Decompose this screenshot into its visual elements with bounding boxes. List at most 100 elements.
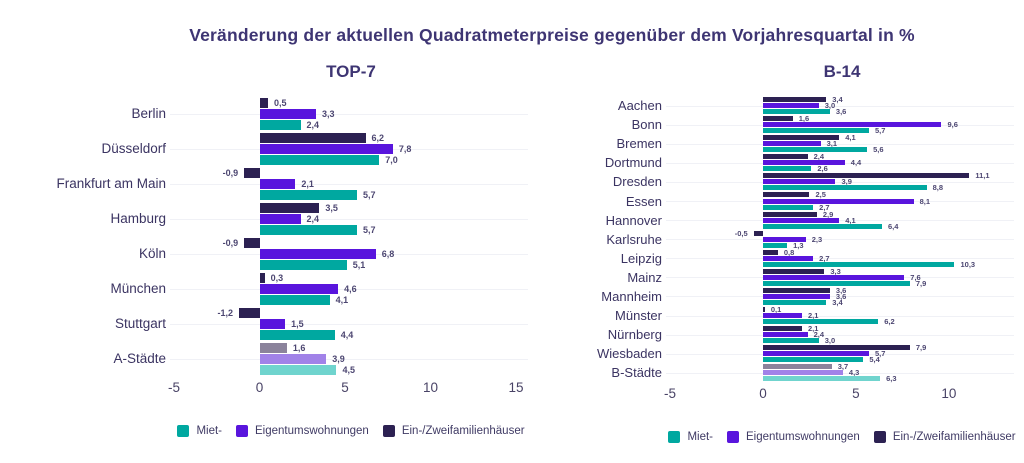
plot-area: 2,5 8,1 2,7 xyxy=(666,190,1014,211)
legend-label: Eigentumswohnungen xyxy=(746,431,860,444)
chart-row: Bonn 1,6 9,6 5,7 xyxy=(560,115,1014,134)
category-label: Berlin xyxy=(131,106,166,121)
legend-item-eigentumswohnungen: Eigentumswohnungen xyxy=(236,425,369,437)
category-label: Bonn xyxy=(631,117,662,133)
x-axis: -5 0 5 10 15 xyxy=(168,380,528,400)
value-label: 2,4 xyxy=(813,330,825,340)
legend-item-ein-zweifamilienhaeuser: Ein-/Zweifamilienhäuser xyxy=(873,431,1016,444)
plot-area: 0,3 4,6 4,1 xyxy=(170,271,528,306)
bar-ein-zweifamilienhaeuser xyxy=(762,97,827,102)
row-gridline xyxy=(666,239,1014,241)
value-label: 3,4 xyxy=(832,298,843,308)
chart-subtitle: TOP-7 xyxy=(326,62,376,81)
value-label: 0,1 xyxy=(770,305,782,315)
category-label: B-Städte xyxy=(611,365,662,381)
value-label: 7,9 xyxy=(915,343,927,353)
bar-miet xyxy=(762,147,868,153)
category-label: München xyxy=(110,281,166,296)
x-tick-label: 0 xyxy=(255,380,264,395)
x-tick-label: -5 xyxy=(167,380,181,395)
chart-subtitle: B-14 xyxy=(823,62,861,81)
value-label: 5,6 xyxy=(873,145,884,155)
row-gridline xyxy=(666,315,1014,317)
bar-miet xyxy=(762,319,879,325)
category-label: Mannheim xyxy=(601,288,662,304)
legend-swatch-miet xyxy=(668,431,681,444)
category-label: Münster xyxy=(615,308,662,324)
legend-label: Miet- xyxy=(196,425,223,437)
value-label: -0,9 xyxy=(222,237,239,248)
plot-area: 2,1 2,4 3,0 xyxy=(666,324,1014,344)
category-label: Hamburg xyxy=(110,211,166,226)
chart-row: Hamburg 3,5 2,4 5,7 xyxy=(36,201,528,236)
bar-eigentumswohnungen xyxy=(762,198,914,204)
bar-miet xyxy=(259,329,335,340)
x-tick-label: 0 xyxy=(759,386,767,402)
category-label: Hannover xyxy=(605,212,662,228)
bar-miet xyxy=(762,280,910,286)
bar-miet xyxy=(762,357,864,363)
bar-eigentumswohnungen xyxy=(762,255,814,261)
plot-area: 3,3 7,6 7,9 xyxy=(666,266,1014,287)
chart-top7: TOP-7 Berlin 0,5 3,3 2,4 Düsseldorf 6,2 7,8 7,0 F… xyxy=(36,58,528,437)
bar-ein-zweifamilienhaeuser xyxy=(762,268,825,274)
category-label: Frankfurt am Main xyxy=(56,176,166,191)
bar-eigentumswohnungen xyxy=(762,179,836,185)
x-tick-label: 5 xyxy=(341,380,349,395)
chart-row: A-Städte 1,6 3,9 4,5 xyxy=(36,341,528,376)
value-label: 10,3 xyxy=(960,259,976,269)
value-label: 3,3 xyxy=(321,108,335,119)
plot-area: 2,9 4,1 6,4 xyxy=(666,210,1014,230)
bar-eigentumswohnungen xyxy=(259,353,327,364)
row-gridline xyxy=(666,181,1014,183)
row-gridline xyxy=(170,183,528,185)
bar-eigentumswohnungen xyxy=(762,217,840,223)
value-label: 2,1 xyxy=(808,324,819,334)
value-label: 3,1 xyxy=(826,139,838,149)
bar-ein-zweifamilienhaeuser xyxy=(259,132,366,143)
value-label: 3,9 xyxy=(332,353,345,364)
value-label: 2,5 xyxy=(815,190,826,200)
legend-swatch-ein-zweifamilienhaeuser xyxy=(382,425,395,437)
bar-eigentumswohnungen xyxy=(259,248,376,259)
chart-row: Aachen 3,4 3,0 3,6 xyxy=(560,96,1014,115)
bar-eigentumswohnungen xyxy=(762,370,843,376)
chart-row: Köln -0,9 6,8 5,1 xyxy=(36,236,528,271)
chart-row: Leipzig 0,8 2,7 10,3 xyxy=(560,249,1014,268)
plot-area: -0,9 6,8 5,1 xyxy=(170,236,528,271)
bar-ein-zweifamilienhaeuser xyxy=(762,249,778,255)
chart-row: Berlin 0,5 3,3 2,4 xyxy=(36,96,528,131)
value-label: 7,6 xyxy=(910,272,921,282)
bar-eigentumswohnungen xyxy=(762,274,905,280)
bar-miet xyxy=(762,185,927,191)
legend-swatch-eigentumswohnungen xyxy=(727,431,740,444)
plot-area: 0,8 2,7 10,3 xyxy=(666,247,1014,269)
value-label: 9,6 xyxy=(947,120,958,130)
bar-ein-zweifamilienhaeuser xyxy=(762,211,817,217)
x-tick-label: 10 xyxy=(941,386,957,402)
bar-ein-zweifamilienhaeuser xyxy=(259,272,265,283)
plot-area: 6,2 7,8 7,0 xyxy=(170,131,528,166)
value-label: 8,8 xyxy=(932,183,944,193)
value-label: 0,8 xyxy=(783,247,795,257)
legend: Miet- Eigentumswohnungen Ein-/Zweifamilien… xyxy=(174,425,528,437)
value-label: 6,3 xyxy=(886,374,897,384)
row-gridline xyxy=(666,296,1014,298)
chart-row: Essen 2,5 8,1 2,7 xyxy=(560,190,1014,211)
value-label: 2,1 xyxy=(808,311,819,321)
plot-area: 2,4 4,4 2,6 xyxy=(666,153,1014,173)
bar-eigentumswohnungen xyxy=(259,283,339,294)
value-label: 2,4 xyxy=(306,119,320,130)
value-label: 3,3 xyxy=(830,266,841,276)
value-label: 1,3 xyxy=(793,240,804,250)
chart-row: Nürnberg 2,1 2,4 3,0 xyxy=(560,325,1014,344)
bar-miet xyxy=(762,261,955,267)
plot-area: -0,5 2,3 1,3 xyxy=(666,229,1014,250)
legend-swatch-eigentumswohnungen xyxy=(236,425,249,437)
x-tick-label: 15 xyxy=(508,380,524,395)
value-label: 5,4 xyxy=(869,355,880,365)
value-label: 4,6 xyxy=(344,283,357,294)
bar-miet xyxy=(259,364,337,375)
value-label: 7,0 xyxy=(385,154,398,165)
plot-area: 1,6 3,9 4,5 xyxy=(170,341,528,376)
